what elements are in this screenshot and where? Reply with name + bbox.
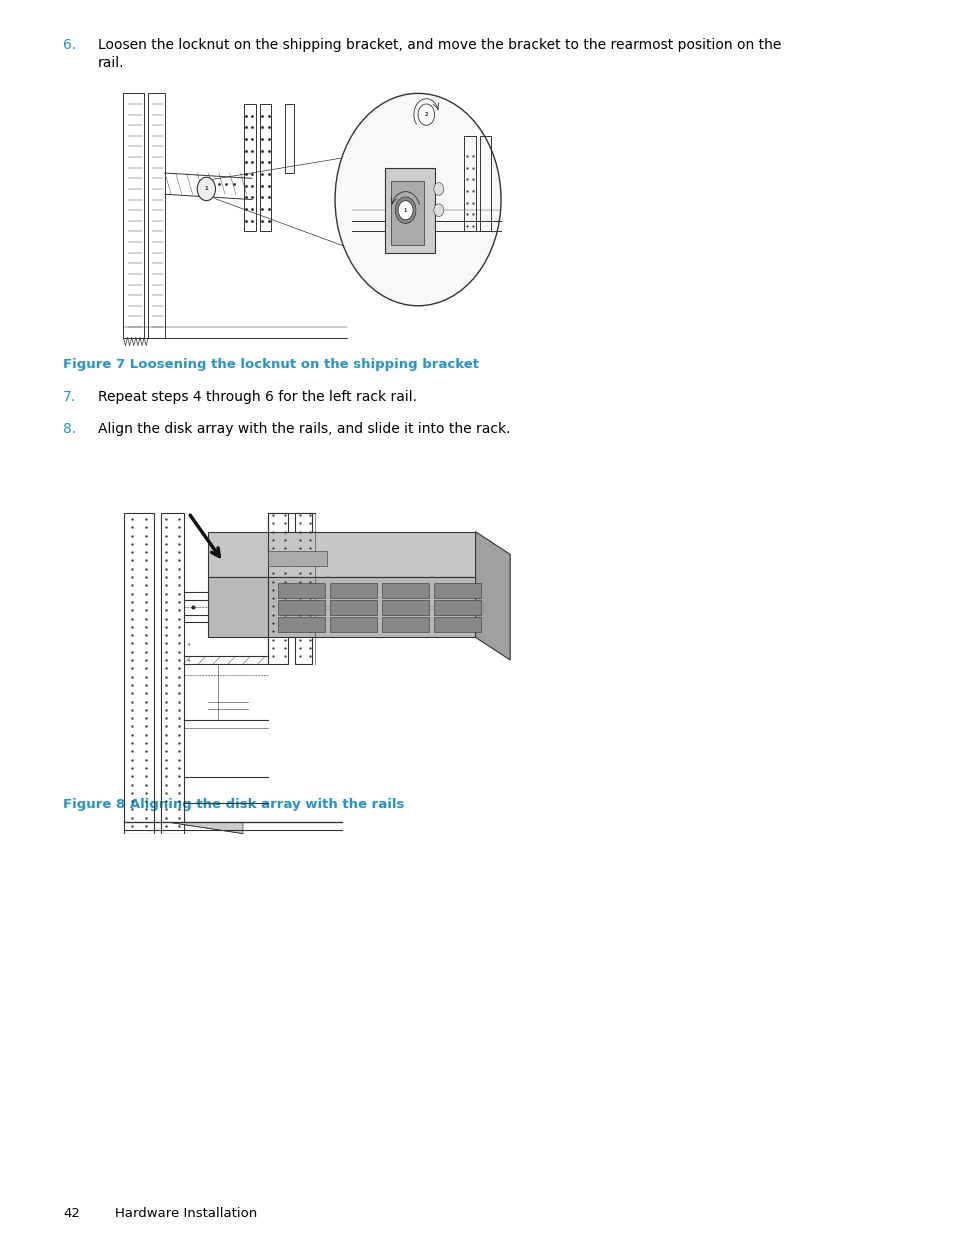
Circle shape [395,196,416,224]
Polygon shape [208,532,476,577]
Bar [244,104,256,231]
Text: Align the disk array with the rails, and slide it into the rack.: Align the disk array with the rails, and… [98,422,510,436]
Bar [161,513,183,834]
Polygon shape [169,823,243,834]
Bar [285,104,294,173]
Text: 2: 2 [424,112,428,117]
Bar [391,182,424,245]
Text: +: + [186,657,191,662]
Bar [277,583,324,598]
Bar [329,583,376,598]
Circle shape [397,200,413,220]
Bar [384,168,435,253]
Text: 1: 1 [204,186,208,191]
Text: 8.: 8. [63,422,76,436]
Bar [268,551,327,566]
Circle shape [417,104,435,125]
Bar [381,618,428,632]
Bar [433,600,480,615]
Polygon shape [476,532,510,659]
Bar [277,600,324,615]
Bar [381,583,428,598]
Bar [148,94,165,337]
Text: Figure 7 Loosening the locknut on the shipping bracket: Figure 7 Loosening the locknut on the sh… [63,358,478,370]
Bar [277,618,324,632]
Bar [268,513,287,664]
Bar [463,136,476,231]
Bar [124,513,153,834]
Circle shape [434,183,443,195]
Text: 6.: 6. [63,38,76,52]
Text: +: + [186,642,191,647]
Text: 1: 1 [403,207,407,212]
Text: Figure 8 Aligning the disk array with the rails: Figure 8 Aligning the disk array with th… [63,798,404,811]
Circle shape [197,178,215,200]
Bar [381,600,428,615]
Bar [294,513,312,664]
Circle shape [434,204,443,216]
Text: 42: 42 [63,1207,80,1220]
Text: Repeat steps 4 through 6 for the left rack rail.: Repeat steps 4 through 6 for the left ra… [98,390,416,404]
Polygon shape [208,577,476,637]
Circle shape [335,94,500,306]
Bar [433,583,480,598]
Bar [260,104,271,231]
Text: 7.: 7. [63,390,76,404]
Bar [123,94,144,337]
Bar [329,618,376,632]
Circle shape [400,204,410,216]
Text: Loosen the locknut on the shipping bracket, and move the bracket to the rearmost: Loosen the locknut on the shipping brack… [98,38,781,70]
Bar [433,618,480,632]
Bar [479,136,490,231]
Bar [329,600,376,615]
Text: Hardware Installation: Hardware Installation [115,1207,257,1220]
